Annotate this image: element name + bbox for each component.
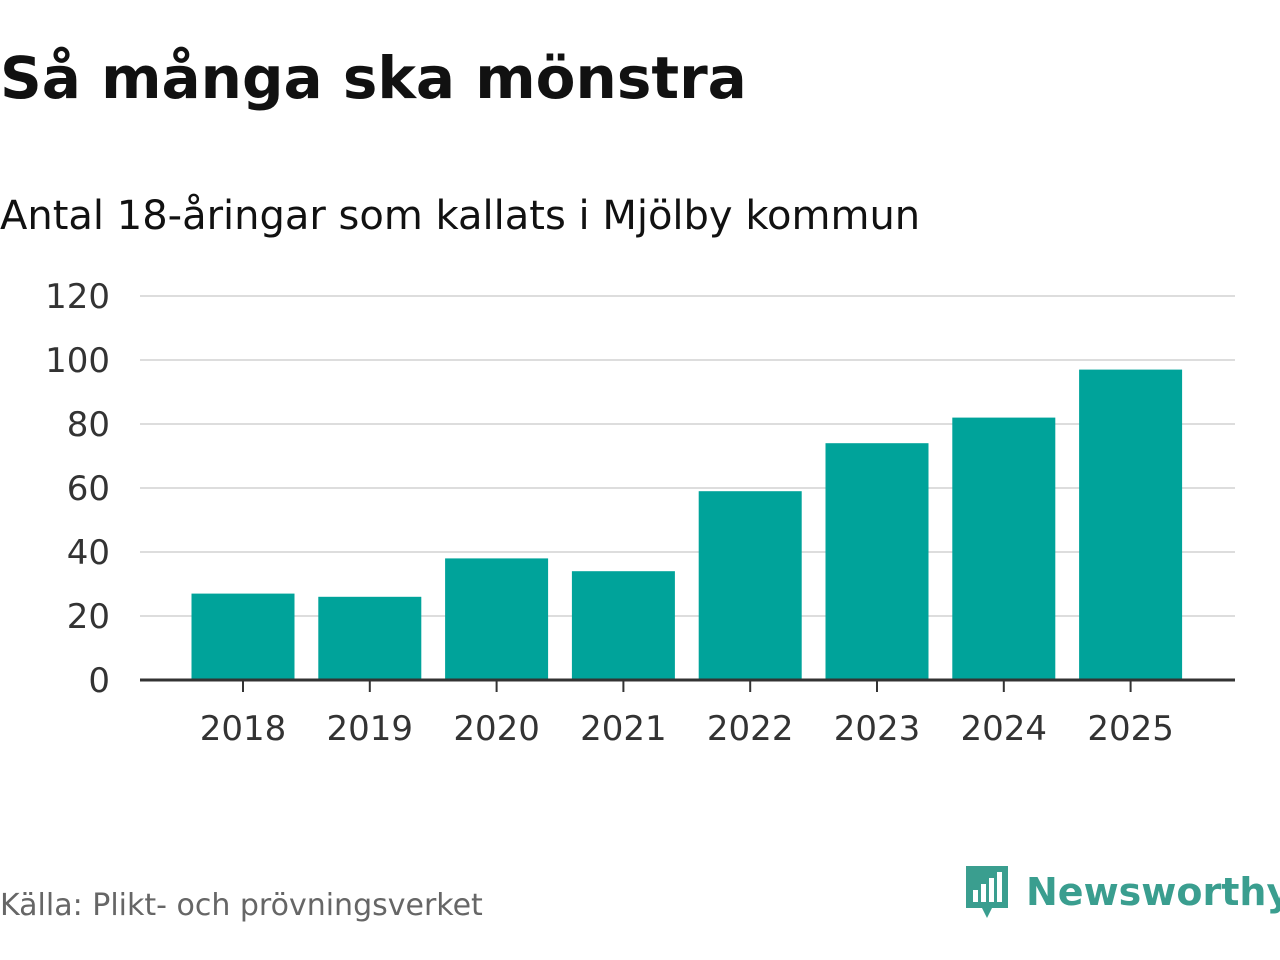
bar [318,596,422,680]
bar [445,558,549,680]
brand-logo: Newsworthy [962,862,1280,922]
x-tick-label: 2023 [834,709,921,749]
x-tick-label: 2021 [580,709,667,749]
bar [191,593,295,680]
y-tick-label: 100 [45,341,110,381]
chart-title: Så många ska mönstra [0,44,747,112]
y-tick-label: 120 [45,277,110,317]
x-tick-label: 2018 [200,709,287,749]
source-note: Källa: Plikt- och prövningsverket [0,888,483,923]
x-tick-label: 2019 [327,709,414,749]
bars [191,369,1183,680]
x-tick-label: 2024 [961,709,1048,749]
y-tick-label: 0 [88,661,110,701]
brand-name: Newsworthy [1026,870,1280,914]
x-tick-label: 2025 [1087,709,1174,749]
bar [698,491,802,680]
bar-chart: 0 20 40 60 80 100 120 2018 2019 2020 2021 2022 2023 2… [45,277,1235,749]
y-tick-label: 80 [67,405,110,445]
y-tick-label: 40 [67,533,110,573]
y-tick-label: 60 [67,469,110,509]
y-tick-label: 20 [67,597,110,637]
chart-subtitle: Antal 18-åringar som kallats i Mjölby ko… [0,193,921,239]
x-tick-label: 2020 [453,709,540,749]
bar [825,443,929,680]
bar [1079,369,1183,680]
axes: 0 20 40 60 80 100 120 2018 2019 2020 2021 2022 2023 2… [45,277,1235,749]
x-tick-label: 2022 [707,709,794,749]
gridlines [140,295,1235,617]
bar [952,417,1056,680]
newsworthy-logo-icon [966,866,1008,918]
bar [571,571,675,680]
